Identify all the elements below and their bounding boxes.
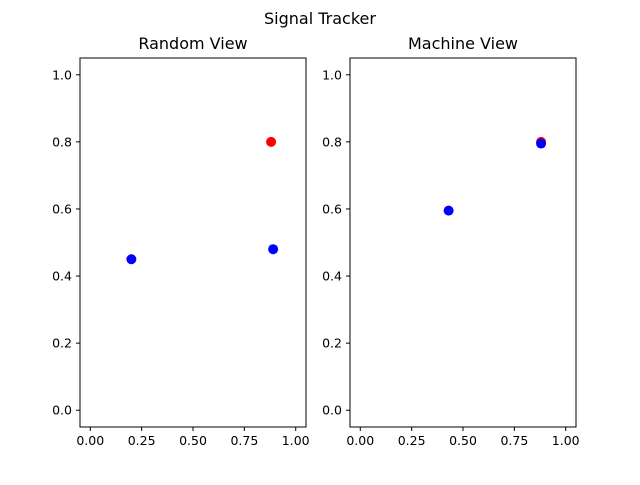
x-tick-label: 0.75 bbox=[500, 433, 528, 448]
data-point bbox=[266, 136, 277, 147]
y-tick-label: 0.6 bbox=[322, 201, 342, 216]
data-point bbox=[443, 205, 454, 216]
y-tick-label: 0.8 bbox=[322, 134, 342, 149]
x-tick-label: 0.25 bbox=[398, 433, 426, 448]
x-tick-label: 0.75 bbox=[230, 433, 258, 448]
data-point bbox=[536, 138, 547, 149]
y-tick-label: 0.6 bbox=[52, 201, 72, 216]
y-tick-label: 0.2 bbox=[322, 336, 342, 351]
axes-frame bbox=[349, 57, 577, 428]
y-tick-label: 0.0 bbox=[52, 403, 72, 418]
panel-random-view: Random View 0.00 0.25 0.50 0.75 1.00 0.0 0.2 0.4… bbox=[52, 34, 310, 448]
figure-title: Signal Tracker bbox=[264, 9, 376, 28]
y-tick-label: 0.4 bbox=[52, 269, 72, 284]
x-tick-label: 0.50 bbox=[179, 433, 207, 448]
panel-title: Random View bbox=[138, 34, 247, 53]
x-tick-label: 0.25 bbox=[128, 433, 156, 448]
y-tick-label: 1.0 bbox=[52, 67, 72, 82]
y-tick-label: 0.8 bbox=[52, 134, 72, 149]
x-tick-label: 1.00 bbox=[282, 433, 310, 448]
x-tick-label: 0.00 bbox=[76, 433, 104, 448]
x-tick-label: 0.50 bbox=[449, 433, 477, 448]
y-tick-label: 0.4 bbox=[322, 269, 342, 284]
axes-frame bbox=[79, 57, 307, 428]
panel-machine-view: Machine View 0.00 0.25 0.50 0.75 1.00 0.0 0.2 0.… bbox=[322, 34, 580, 448]
y-tick-label: 0.0 bbox=[322, 403, 342, 418]
panel-title: Machine View bbox=[408, 34, 518, 53]
data-point bbox=[126, 254, 137, 265]
x-tick-label: 0.00 bbox=[346, 433, 374, 448]
y-tick-label: 0.2 bbox=[52, 336, 72, 351]
x-tick-label: 1.00 bbox=[552, 433, 580, 448]
data-point bbox=[268, 244, 279, 255]
y-tick-label: 1.0 bbox=[322, 67, 342, 82]
